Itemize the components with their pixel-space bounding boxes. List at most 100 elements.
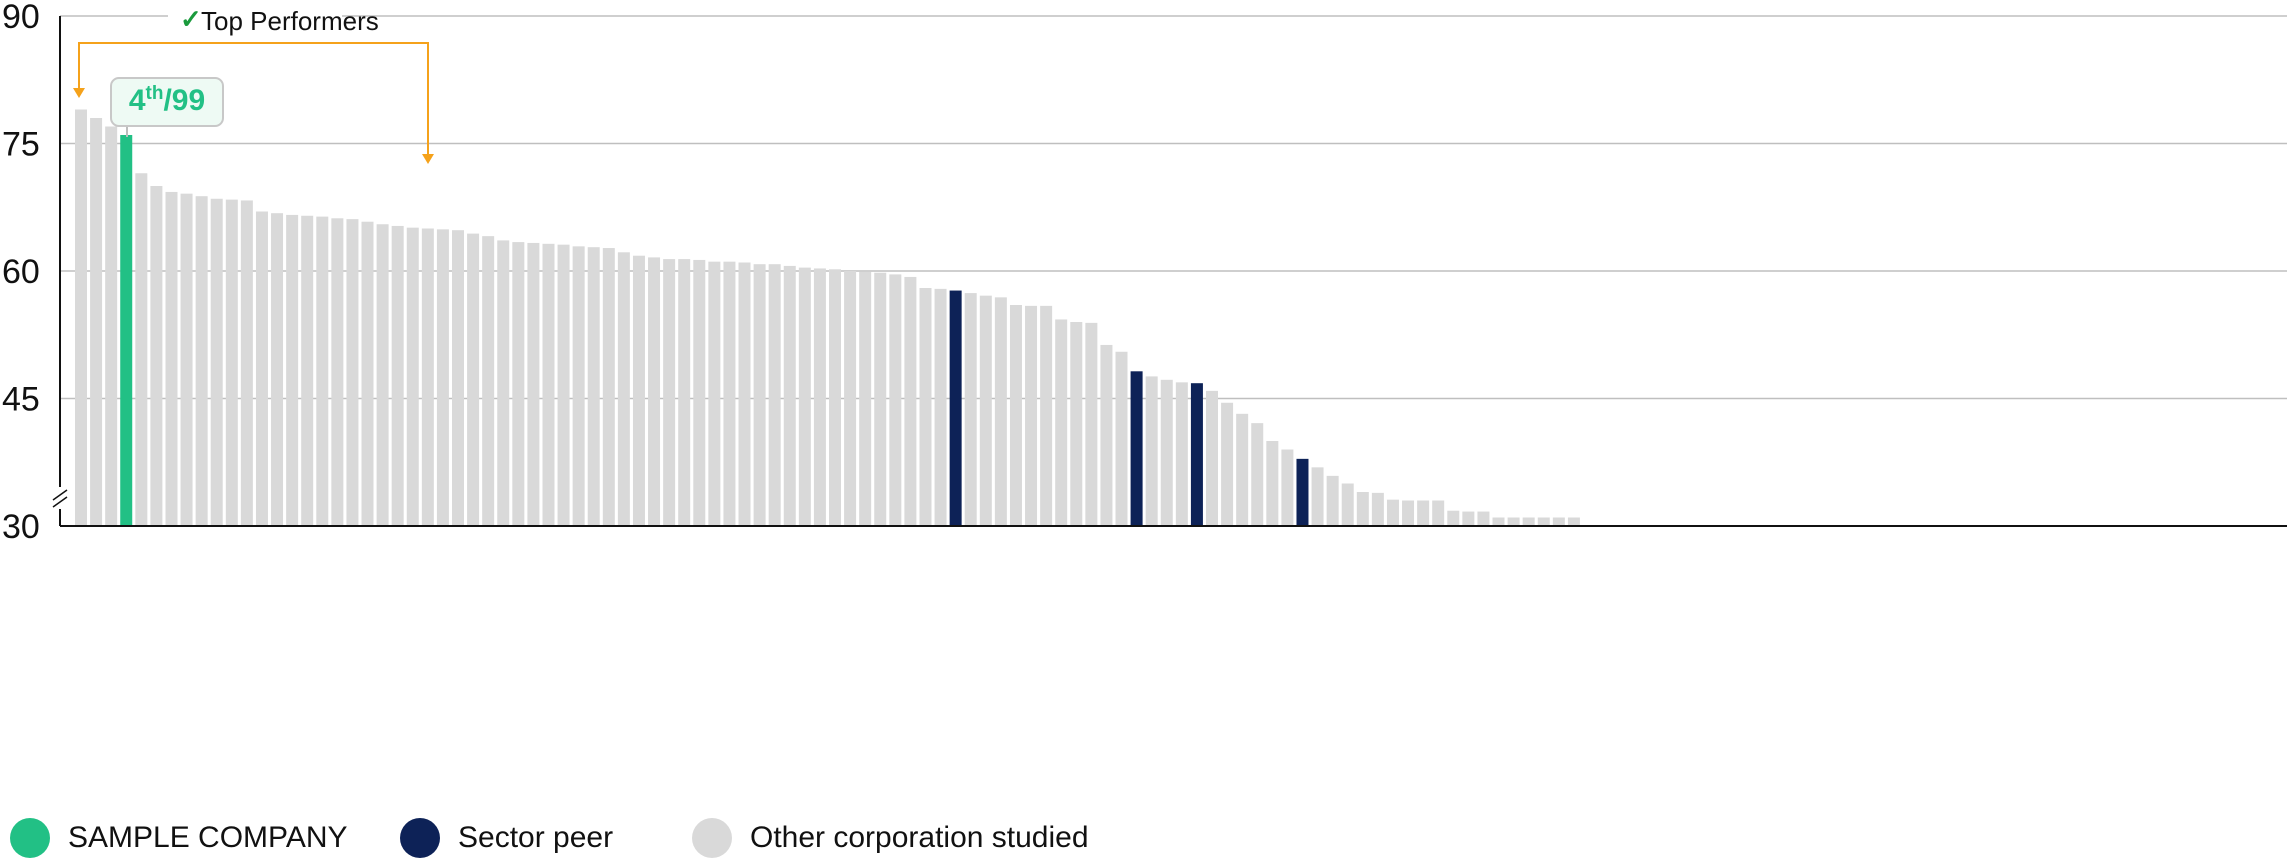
bar-other-29 bbox=[497, 240, 510, 526]
bar-other-1 bbox=[75, 109, 87, 526]
bar-other-42 bbox=[693, 259, 706, 526]
bar-other-98 bbox=[1537, 517, 1550, 526]
legend-item-sample-company: SAMPLE COMPANY bbox=[10, 818, 348, 858]
rank-suffix: th bbox=[146, 83, 164, 104]
bar-other-7 bbox=[165, 191, 178, 526]
bar-other-55 bbox=[889, 274, 902, 526]
bar-other-24 bbox=[421, 228, 434, 526]
legend-label-peer: Sector peer bbox=[458, 821, 614, 854]
arrow-down-left-icon bbox=[73, 88, 85, 98]
bar-other-38 bbox=[632, 255, 645, 526]
bar-other-5 bbox=[135, 173, 148, 526]
bar-other-85 bbox=[1341, 483, 1354, 526]
bar-other-2 bbox=[90, 118, 103, 526]
legend-swatch-other bbox=[692, 818, 732, 858]
bar-other-61 bbox=[979, 295, 992, 526]
bar-other-47 bbox=[768, 264, 781, 526]
bar-other-43 bbox=[708, 261, 721, 526]
bar-other-30 bbox=[512, 242, 525, 526]
bar-other-10 bbox=[210, 198, 223, 526]
bar-other-80 bbox=[1266, 441, 1279, 526]
legend-swatch-peer bbox=[400, 818, 440, 858]
bar-peer-59 bbox=[949, 290, 962, 526]
bar-other-15 bbox=[286, 214, 299, 526]
bar-other-66 bbox=[1055, 319, 1068, 526]
bar-other-95 bbox=[1492, 517, 1505, 526]
bar-other-67 bbox=[1070, 322, 1083, 526]
bar-other-74 bbox=[1175, 382, 1188, 526]
bar-other-11 bbox=[225, 199, 238, 526]
bar-other-86 bbox=[1356, 492, 1369, 526]
bar-other-21 bbox=[376, 224, 389, 526]
y-tick-label-45: 45 bbox=[2, 381, 40, 419]
bar-peer-75 bbox=[1190, 383, 1203, 526]
top-performers-bracket bbox=[78, 42, 429, 154]
bar-other-60 bbox=[964, 293, 977, 526]
bar-other-58 bbox=[934, 288, 947, 526]
bar-other-12 bbox=[240, 200, 253, 526]
rank-callout-box bbox=[110, 77, 224, 127]
bar-other-69 bbox=[1100, 344, 1113, 526]
bar-other-81 bbox=[1281, 449, 1294, 526]
bar-other-20 bbox=[361, 221, 374, 526]
y-tick-label-30: 30 bbox=[2, 508, 40, 546]
axis-break-mark-1 bbox=[52, 489, 68, 501]
bar-other-70 bbox=[1115, 351, 1128, 526]
bar-other-72 bbox=[1145, 376, 1158, 526]
bar-other-34 bbox=[572, 246, 585, 526]
bar-other-52 bbox=[844, 271, 857, 526]
bar-other-77 bbox=[1221, 402, 1234, 526]
bar-other-92 bbox=[1447, 510, 1460, 526]
bar-other-8 bbox=[180, 193, 193, 526]
bar-other-89 bbox=[1402, 500, 1415, 526]
bar-other-14 bbox=[271, 213, 284, 526]
legend-swatch-sample bbox=[10, 818, 50, 858]
bar-other-90 bbox=[1417, 500, 1430, 526]
bar-other-35 bbox=[587, 247, 600, 526]
bar-other-39 bbox=[648, 257, 661, 526]
bar-other-19 bbox=[346, 219, 359, 526]
rank-number: 4 bbox=[129, 84, 146, 117]
bar-other-31 bbox=[527, 242, 540, 526]
y-tick-labels: 30 45 60 75 90 bbox=[2, 0, 40, 546]
bar-other-63 bbox=[1009, 305, 1022, 526]
legend-label-sample: SAMPLE COMPANY bbox=[68, 821, 348, 854]
bar-other-91 bbox=[1432, 500, 1445, 526]
bar-other-78 bbox=[1236, 413, 1249, 526]
bar-other-36 bbox=[602, 248, 615, 527]
bar-other-97 bbox=[1522, 517, 1535, 526]
bar-other-79 bbox=[1251, 423, 1264, 526]
bar-other-50 bbox=[813, 268, 826, 526]
bar-other-26 bbox=[452, 230, 464, 526]
bar-other-88 bbox=[1386, 499, 1399, 526]
bar-other-23 bbox=[406, 227, 419, 526]
y-tick-label-90: 90 bbox=[2, 0, 40, 36]
bar-other-87 bbox=[1371, 492, 1384, 526]
bar-peer-71 bbox=[1130, 371, 1143, 526]
bar-other-22 bbox=[391, 225, 404, 526]
bar-other-93 bbox=[1462, 511, 1475, 526]
axis-break-icon bbox=[52, 487, 68, 509]
bar-other-41 bbox=[678, 259, 691, 526]
top-performers-label: Top Performers bbox=[201, 6, 379, 36]
bar-other-76 bbox=[1206, 390, 1218, 526]
bar-other-18 bbox=[331, 218, 344, 527]
legend: SAMPLE COMPANY Sector peer Other corpora… bbox=[0, 818, 2287, 858]
y-tick-label-60: 60 bbox=[2, 253, 40, 291]
bar-other-49 bbox=[798, 267, 811, 526]
arrow-down-right-icon bbox=[422, 154, 434, 164]
bar-other-32 bbox=[542, 243, 555, 527]
bar-other-46 bbox=[753, 264, 766, 526]
bar-other-45 bbox=[738, 262, 751, 526]
top-performers-annotation: ✓ Top Performers 4th/99 bbox=[73, 4, 434, 164]
bar-other-68 bbox=[1085, 322, 1098, 526]
bar-other-56 bbox=[904, 276, 917, 526]
bar-other-100 bbox=[1567, 517, 1580, 526]
bar-other-94 bbox=[1477, 511, 1490, 526]
top-performers-label-background bbox=[168, 8, 342, 34]
axes bbox=[52, 16, 2287, 527]
bar-other-83 bbox=[1311, 467, 1324, 526]
bar-other-62 bbox=[994, 297, 1007, 526]
bar-other-40 bbox=[663, 259, 676, 526]
bar-other-9 bbox=[195, 196, 208, 526]
